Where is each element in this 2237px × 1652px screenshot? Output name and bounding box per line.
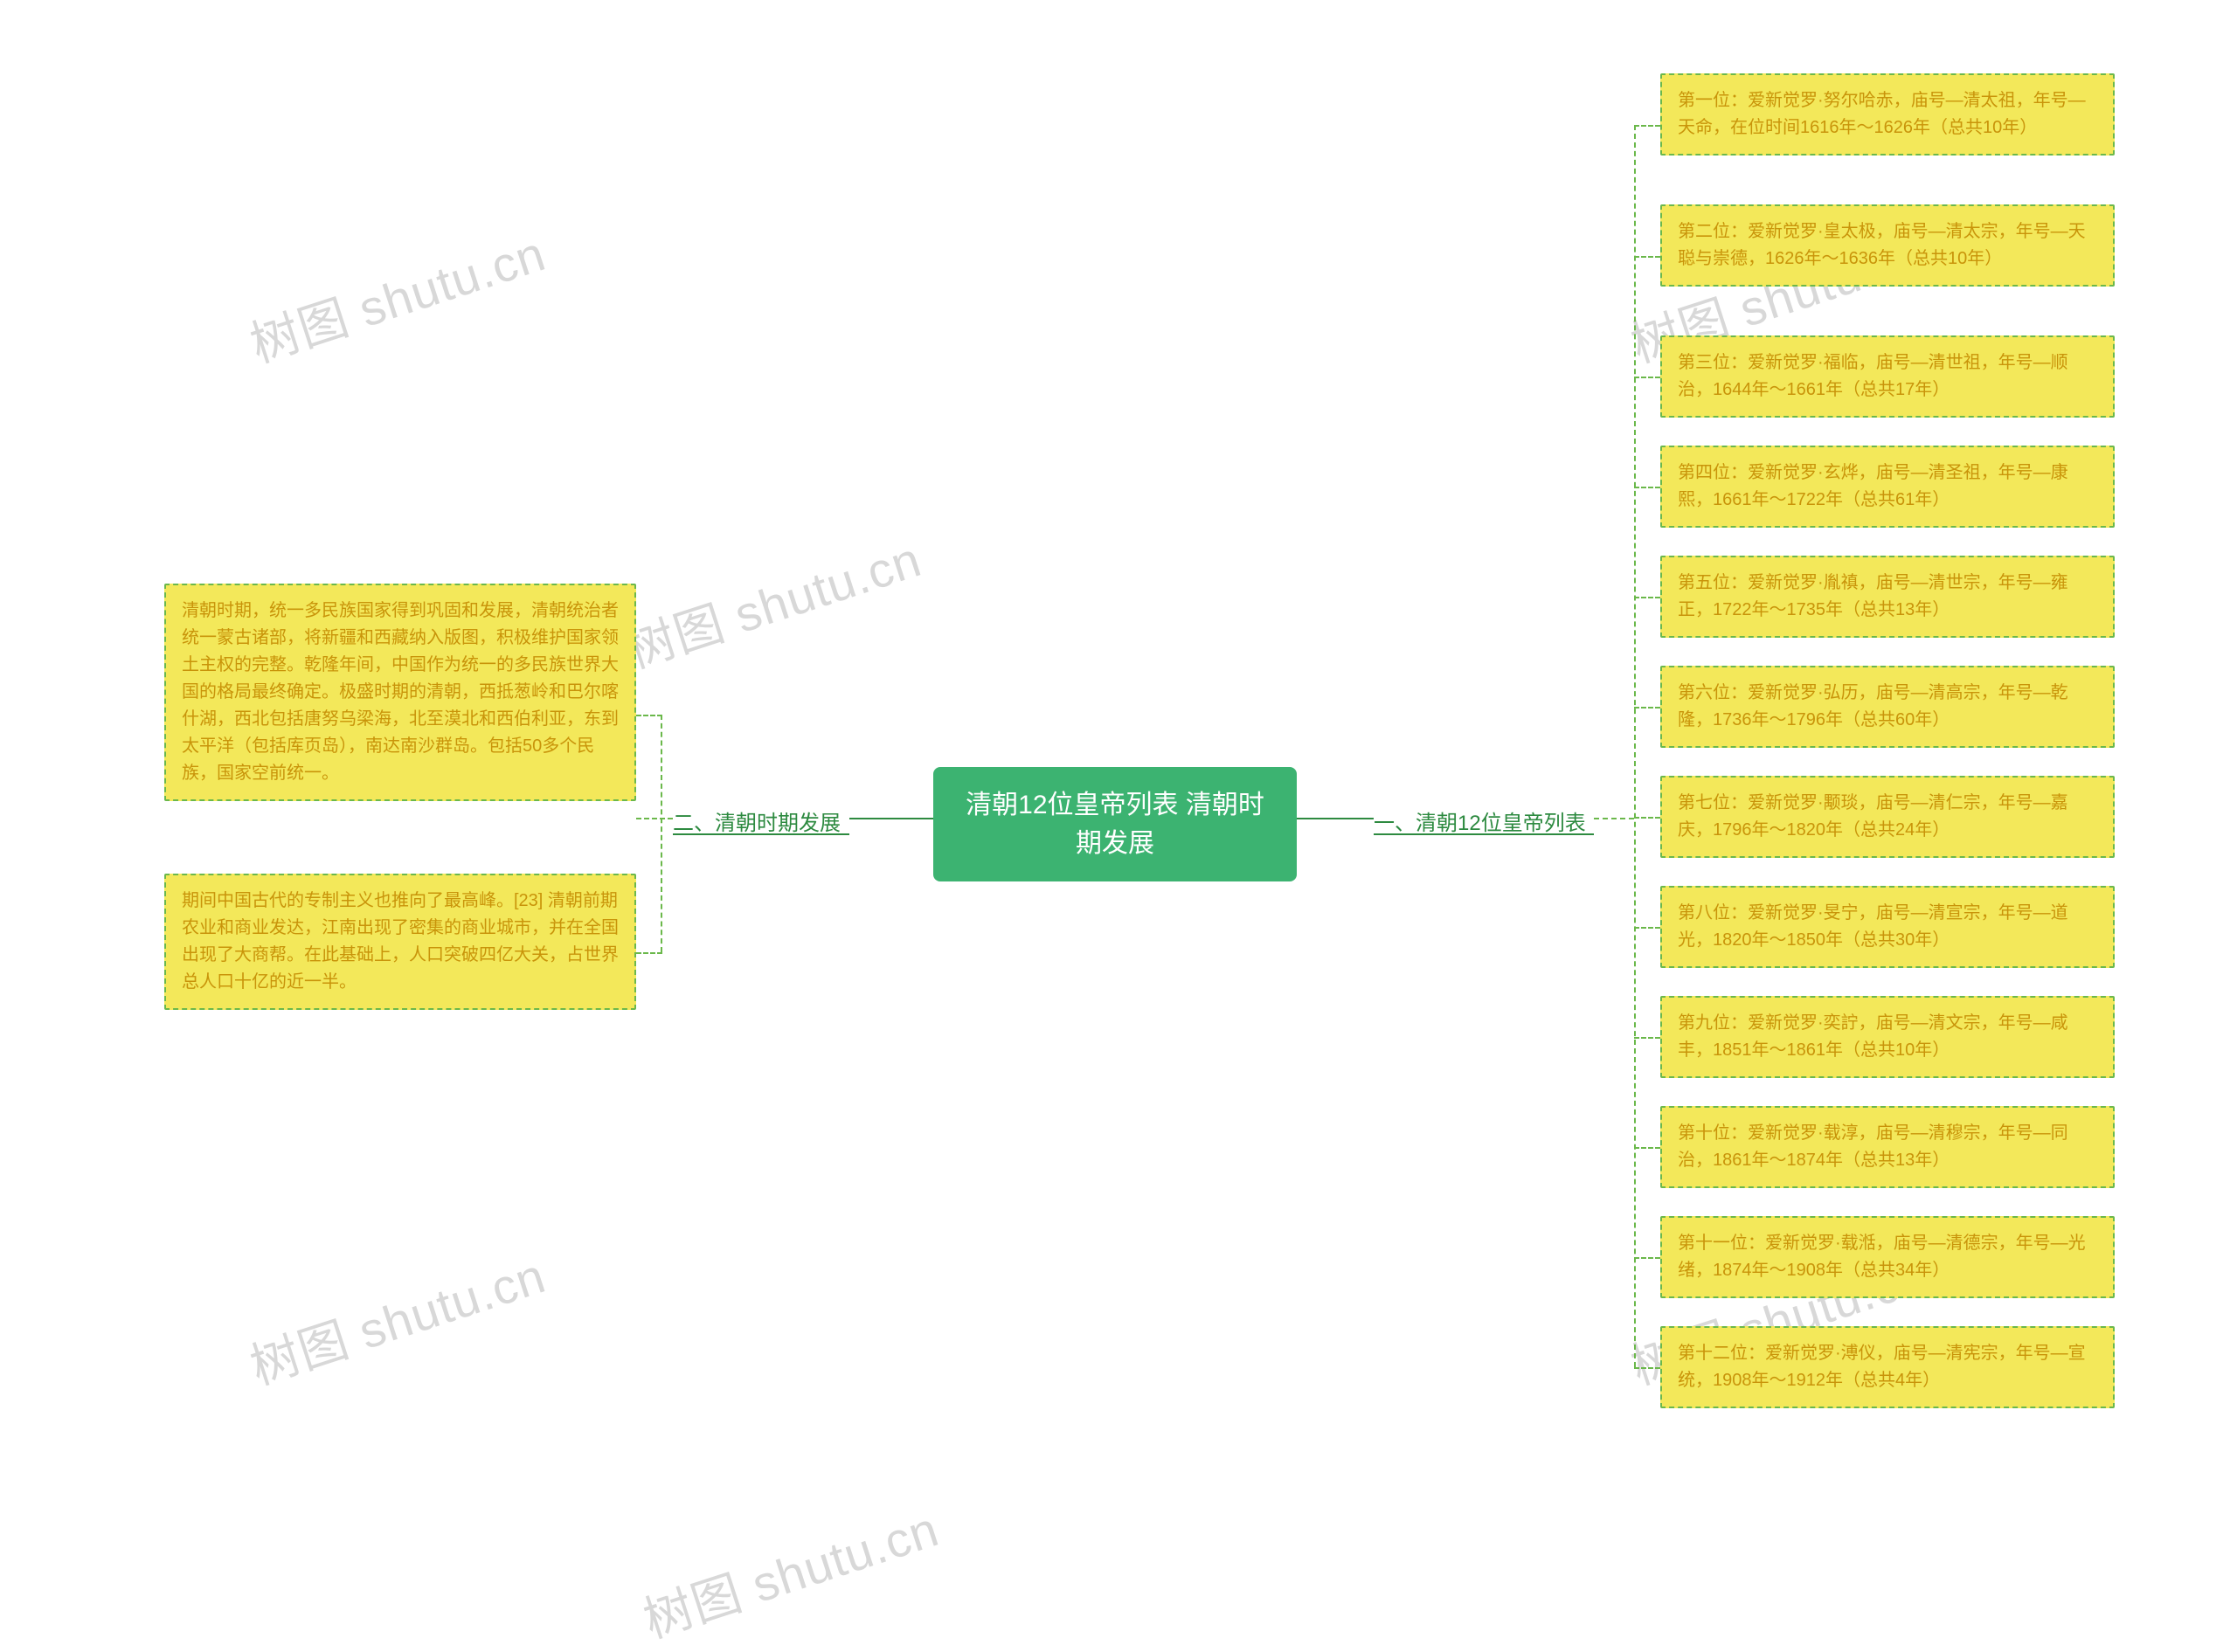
watermark: 树图 shutu.cn (634, 1490, 946, 1652)
leaf-emperor-7[interactable]: 第七位：爱新觉罗·颙琰，庙号—清仁宗，年号—嘉庆，1796年～1820年（总共2… (1660, 776, 2115, 858)
branch-right[interactable]: 一、清朝12位皇帝列表 (1374, 805, 1586, 836)
leaf-emperor-3[interactable]: 第三位：爱新觉罗·福临，庙号—清世祖，年号—顺治，1644年～1661年（总共1… (1660, 335, 2115, 418)
connector-leaf (1634, 125, 1660, 127)
connector-left-bracket-h (636, 818, 673, 819)
connector-leaf (1634, 1037, 1660, 1039)
connector-leaf (1634, 256, 1660, 258)
connector-leaf (1634, 817, 1660, 819)
connector-leaf (1634, 707, 1660, 708)
connector-leaf (1634, 487, 1660, 488)
connector-leaf (1634, 1147, 1660, 1149)
leaf-emperor-4[interactable]: 第四位：爱新觉罗·玄烨，庙号—清圣祖，年号—康熙，1661年～1722年（总共6… (1660, 446, 2115, 528)
bracket-right (1634, 125, 1636, 1367)
connector-leaf (1634, 597, 1660, 598)
leaf-development-1[interactable]: 清朝时期，统一多民族国家得到巩固和发展，清朝统治者统一蒙古诸部，将新疆和西藏纳入… (164, 584, 636, 801)
root-node[interactable]: 清朝12位皇帝列表 清朝时期发展 (933, 767, 1297, 881)
leaf-emperor-2[interactable]: 第二位：爱新觉罗·皇太极，庙号—清太宗，年号—天聪与崇德，1626年～1636年… (1660, 204, 2115, 287)
connector-root-left (849, 818, 933, 819)
leaf-emperor-11[interactable]: 第十一位：爱新觉罗·载湉，庙号—清德宗，年号—光绪，1874年～1908年（总共… (1660, 1216, 2115, 1298)
leaf-emperor-5[interactable]: 第五位：爱新觉罗·胤禛，庙号—清世宗，年号—雍正，1722年～1735年（总共1… (1660, 556, 2115, 638)
leaf-emperor-12[interactable]: 第十二位：爱新觉罗·溥仪，庙号—清宪宗，年号—宣统，1908年～1912年（总共… (1660, 1326, 2115, 1408)
branch-left[interactable]: 二、清朝时期发展 (673, 805, 841, 836)
mindmap-canvas: 树图 shutu.cn 树图 shutu.cn 树图 shutu.cn 树图 s… (0, 0, 2237, 1645)
leaf-emperor-1[interactable]: 第一位：爱新觉罗·努尔哈赤，庙号—清太祖，年号—天命，在位时间1616年～162… (1660, 73, 2115, 156)
leaf-emperor-10[interactable]: 第十位：爱新觉罗·载淳，庙号—清穆宗，年号—同治，1861年～1874年（总共1… (1660, 1106, 2115, 1188)
leaf-emperor-9[interactable]: 第九位：爱新觉罗·奕詝，庙号—清文宗，年号—咸丰，1851年～1861年（总共1… (1660, 996, 2115, 1078)
bracket-left (661, 715, 662, 952)
connector-leaf (1634, 927, 1660, 929)
connector-right-bracket-h (1594, 818, 1634, 819)
leaf-emperor-6[interactable]: 第六位：爱新觉罗·弘历，庙号—清高宗，年号—乾隆，1736年～1796年（总共6… (1660, 666, 2115, 748)
connector-leaf (636, 715, 662, 716)
leaf-development-2[interactable]: 期间中国古代的专制主义也推向了最高峰。[23] 清朝前期农业和商业发达，江南出现… (164, 874, 636, 1010)
connector-leaf (1634, 377, 1660, 378)
leaf-emperor-8[interactable]: 第八位：爱新觉罗·旻宁，庙号—清宣宗，年号—道光，1820年～1850年（总共3… (1660, 886, 2115, 968)
connector-leaf (1634, 1257, 1660, 1259)
connector-leaf (636, 952, 662, 954)
watermark: 树图 shutu.cn (240, 1237, 553, 1399)
watermark: 树图 shutu.cn (240, 215, 553, 377)
watermark: 树图 shutu.cn (616, 521, 929, 682)
connector-root-right (1297, 818, 1374, 819)
connector-leaf (1634, 1367, 1660, 1369)
